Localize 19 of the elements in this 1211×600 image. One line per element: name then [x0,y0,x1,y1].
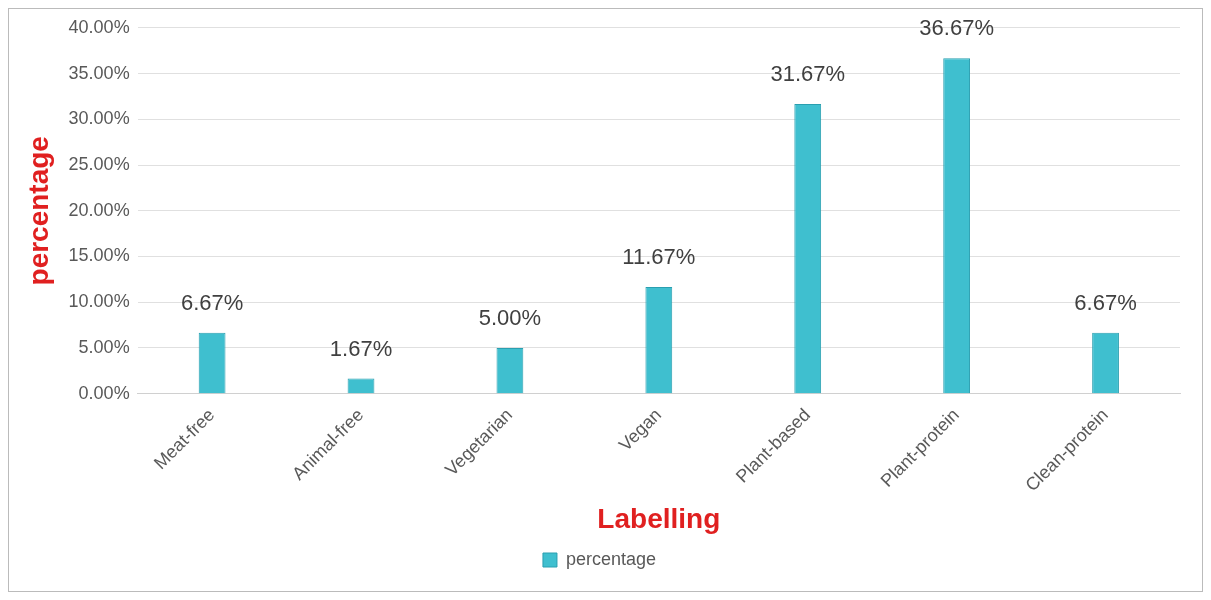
legend-label: percentage [565,548,657,569]
y-tick-label: 0.00% [78,382,130,403]
y-tick-label: 15.00% [68,245,130,266]
y-tick-label: 40.00% [68,16,130,37]
y-tick-label: 20.00% [68,199,130,220]
y-tick-label: 35.00% [68,62,130,83]
data-label: 6.67% [1074,289,1137,315]
data-label: 6.67% [180,289,244,315]
y-tick-label: 25.00% [68,153,130,174]
y-tick-label: 5.00% [78,336,130,357]
y-axis-title: percentage [22,136,54,286]
data-label: 5.00% [478,305,542,331]
data-label: 11.67% [622,244,696,270]
data-label: 31.67% [770,61,846,87]
y-tick-label: 30.00% [68,108,130,129]
data-label: 36.67% [919,15,994,41]
y-tick-label: 10.00% [68,291,130,312]
x-axis-title: Labelling [597,502,721,534]
data-label: 1.67% [329,335,393,361]
